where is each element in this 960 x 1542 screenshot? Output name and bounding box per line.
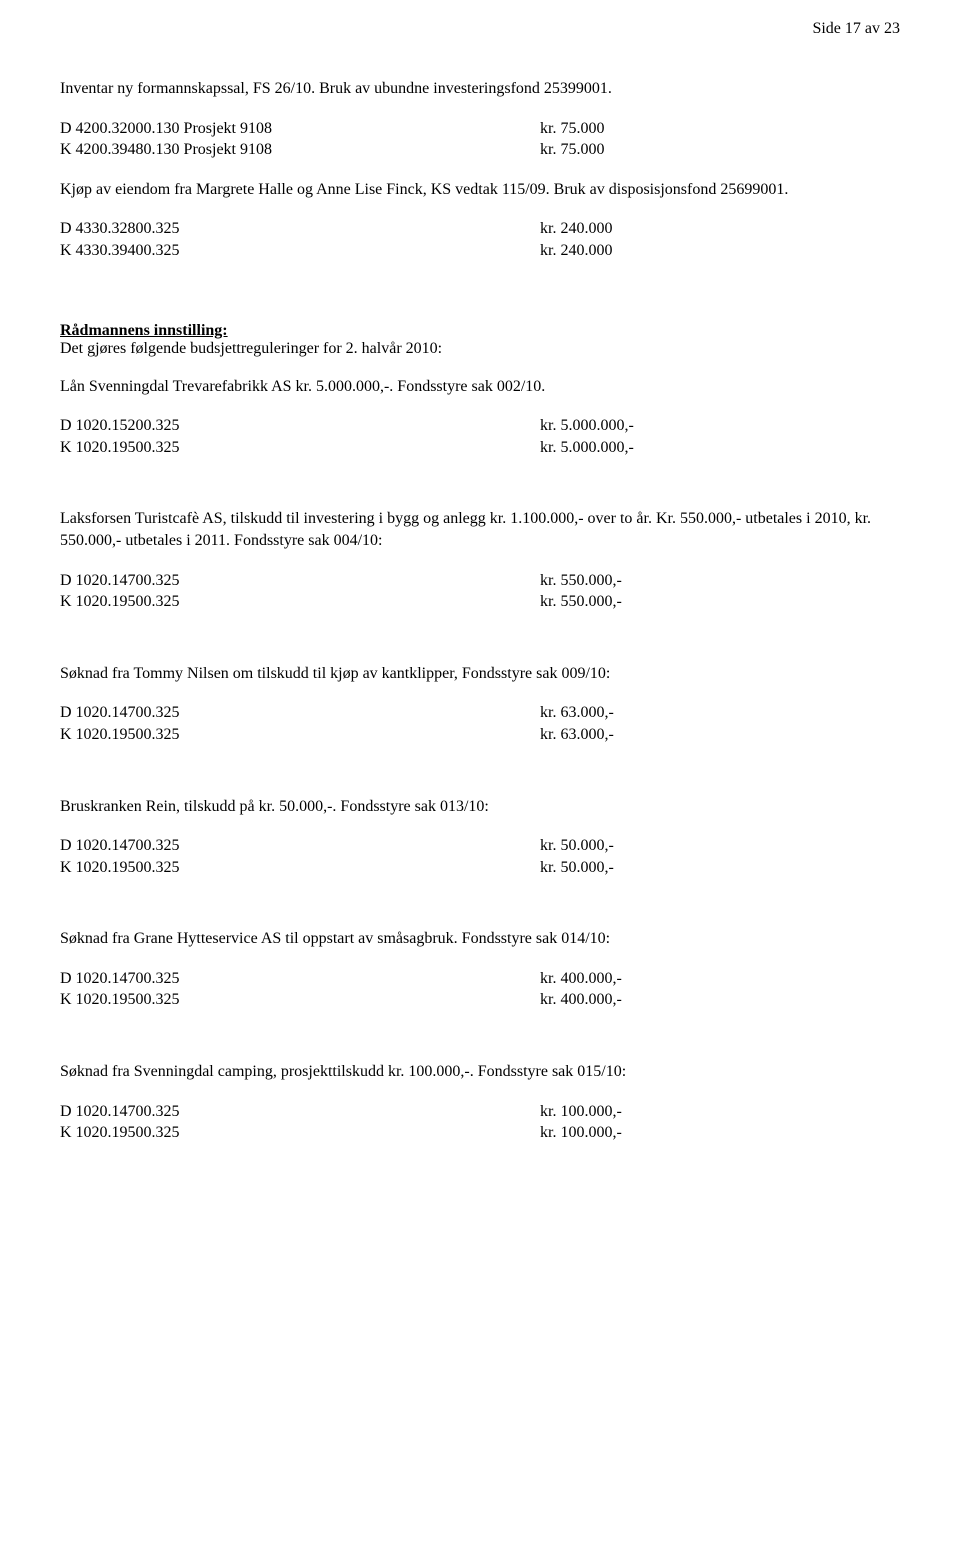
table-row: D 4330.32800.325 kr. 240.000	[60, 218, 900, 240]
account-code: D 4330.32800.325	[60, 218, 540, 240]
table-row: K 1020.19500.325 kr. 50.000,-	[60, 857, 900, 879]
table-row: K 4330.39400.325 kr. 240.000	[60, 240, 900, 262]
table-row: K 1020.19500.325 kr. 400.000,-	[60, 989, 900, 1011]
account-code: K 1020.19500.325	[60, 591, 540, 613]
account-code: D 1020.14700.325	[60, 702, 540, 724]
account-code: D 4200.32000.130 Prosjekt 9108	[60, 118, 540, 140]
table-row: K 1020.19500.325 kr. 550.000,-	[60, 591, 900, 613]
account-block-sec6: D 1020.14700.325 kr. 100.000,- K 1020.19…	[60, 1101, 900, 1144]
account-amount: kr. 50.000,-	[540, 857, 900, 879]
account-amount: kr. 75.000	[540, 118, 900, 140]
account-amount: kr. 100.000,-	[540, 1101, 900, 1123]
intro-paragraph-2: Kjøp av eiendom fra Margrete Halle og An…	[60, 179, 900, 201]
account-block-sec2: D 1020.14700.325 kr. 550.000,- K 1020.19…	[60, 570, 900, 613]
table-row: D 1020.14700.325 kr. 100.000,-	[60, 1101, 900, 1123]
account-amount: kr. 550.000,-	[540, 591, 900, 613]
account-code: K 1020.19500.325	[60, 989, 540, 1011]
section-2-text: Laksforsen Turistcafè AS, tilskudd til i…	[60, 508, 900, 551]
section-text: Det gjøres følgende budsjettreguleringer…	[60, 340, 900, 358]
account-code: K 1020.19500.325	[60, 1122, 540, 1144]
account-amount: kr. 75.000	[540, 139, 900, 161]
table-row: K 4200.39480.130 Prosjekt 9108 kr. 75.00…	[60, 139, 900, 161]
table-row: D 4200.32000.130 Prosjekt 9108 kr. 75.00…	[60, 118, 900, 140]
account-block-2: D 4330.32800.325 kr. 240.000 K 4330.3940…	[60, 218, 900, 261]
intro-paragraph-1: Inventar ny formannskapssal, FS 26/10. B…	[60, 78, 900, 100]
account-code: K 1020.19500.325	[60, 437, 540, 459]
account-amount: kr. 5.000.000,-	[540, 437, 900, 459]
section-4-text: Bruskranken Rein, tilskudd på kr. 50.000…	[60, 796, 900, 818]
account-code: D 1020.15200.325	[60, 415, 540, 437]
account-code: K 1020.19500.325	[60, 857, 540, 879]
account-code: K 4200.39480.130 Prosjekt 9108	[60, 139, 540, 161]
section-heading: Rådmannens innstilling:	[60, 322, 900, 340]
account-block-sec3: D 1020.14700.325 kr. 63.000,- K 1020.195…	[60, 702, 900, 745]
table-row: D 1020.15200.325 kr. 5.000.000,-	[60, 415, 900, 437]
document-page: Side 17 av 23 Inventar ny formannskapssa…	[0, 0, 960, 1184]
account-code: D 1020.14700.325	[60, 1101, 540, 1123]
account-block-sec4: D 1020.14700.325 kr. 50.000,- K 1020.195…	[60, 835, 900, 878]
account-amount: kr. 50.000,-	[540, 835, 900, 857]
account-amount: kr. 400.000,-	[540, 989, 900, 1011]
table-row: K 1020.19500.325 kr. 5.000.000,-	[60, 437, 900, 459]
radmannens-innstilling: Rådmannens innstilling: Det gjøres følge…	[60, 322, 900, 358]
account-amount: kr. 100.000,-	[540, 1122, 900, 1144]
section-3-text: Søknad fra Tommy Nilsen om tilskudd til …	[60, 663, 900, 685]
account-block-1: D 4200.32000.130 Prosjekt 9108 kr. 75.00…	[60, 118, 900, 161]
account-block-sec5: D 1020.14700.325 kr. 400.000,- K 1020.19…	[60, 968, 900, 1011]
account-amount: kr. 240.000	[540, 240, 900, 262]
account-code: K 4330.39400.325	[60, 240, 540, 262]
account-amount: kr. 63.000,-	[540, 702, 900, 724]
section-1-text: Lån Svenningdal Trevarefabrikk AS kr. 5.…	[60, 376, 900, 398]
table-row: D 1020.14700.325 kr. 550.000,-	[60, 570, 900, 592]
account-amount: kr. 400.000,-	[540, 968, 900, 990]
table-row: D 1020.14700.325 kr. 50.000,-	[60, 835, 900, 857]
account-code: D 1020.14700.325	[60, 968, 540, 990]
account-code: D 1020.14700.325	[60, 570, 540, 592]
table-row: D 1020.14700.325 kr. 63.000,-	[60, 702, 900, 724]
table-row: D 1020.14700.325 kr. 400.000,-	[60, 968, 900, 990]
account-amount: kr. 5.000.000,-	[540, 415, 900, 437]
account-amount: kr. 240.000	[540, 218, 900, 240]
account-code: K 1020.19500.325	[60, 724, 540, 746]
account-amount: kr. 550.000,-	[540, 570, 900, 592]
table-row: K 1020.19500.325 kr. 100.000,-	[60, 1122, 900, 1144]
account-code: D 1020.14700.325	[60, 835, 540, 857]
page-number: Side 17 av 23	[60, 20, 900, 38]
account-block-sec1: D 1020.15200.325 kr. 5.000.000,- K 1020.…	[60, 415, 900, 458]
table-row: K 1020.19500.325 kr. 63.000,-	[60, 724, 900, 746]
account-amount: kr. 63.000,-	[540, 724, 900, 746]
section-6-text: Søknad fra Svenningdal camping, prosjekt…	[60, 1061, 900, 1083]
section-5-text: Søknad fra Grane Hytteservice AS til opp…	[60, 928, 900, 950]
